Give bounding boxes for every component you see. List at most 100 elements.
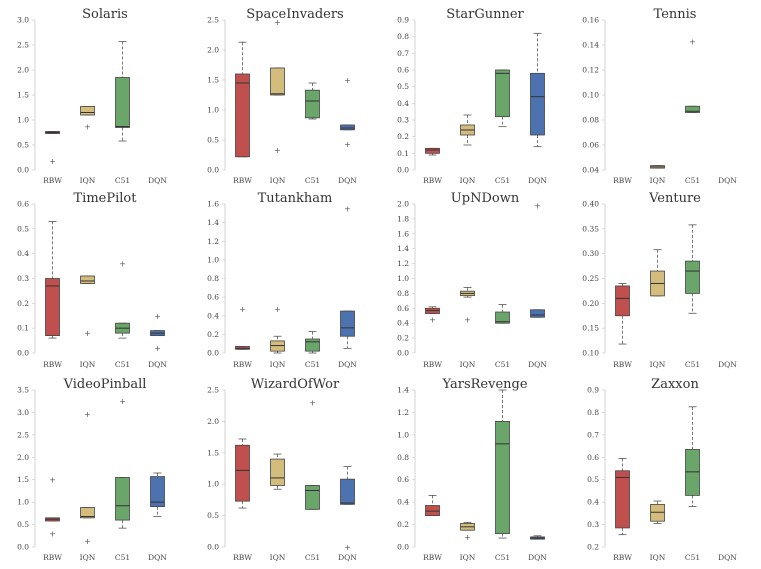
x-tick-label-rbw: RBW — [233, 360, 252, 369]
x-tick-label-c51: C51 — [495, 360, 510, 369]
panel-title-timepilot: TimePilot — [74, 191, 138, 206]
y-tick-label: 1.8 — [397, 214, 409, 223]
y-tick-label: 0.4 — [17, 249, 29, 258]
x-tick-label-iqn: IQN — [270, 360, 286, 369]
y-tick-label: 0.5 — [17, 520, 29, 529]
y-tick-label: 0.0 — [397, 543, 409, 552]
box-iqn — [80, 275, 95, 284]
outlier-marker-iqn: + — [84, 123, 91, 132]
x-tick-label-rbw: RBW — [43, 360, 62, 369]
x-tick-label-c51: C51 — [305, 360, 320, 369]
x-tick-label-rbw: RBW — [423, 553, 442, 562]
y-tick-label: 3.0 — [17, 16, 29, 25]
y-tick-label: 0.6 — [587, 453, 599, 462]
y-tick-label: 1.6 — [397, 229, 409, 238]
x-tick-label-dqn: DQN — [338, 176, 357, 185]
x-tick-label-iqn: IQN — [460, 553, 476, 562]
y-tick-label: 0.3 — [587, 520, 599, 529]
y-tick-label: 0.8 — [207, 274, 219, 283]
y-tick-label: 0.6 — [17, 200, 29, 209]
outlier-marker-rbw: + — [239, 305, 246, 314]
x-tick-label-iqn: IQN — [650, 360, 666, 369]
y-tick-label: 2.0 — [17, 66, 29, 75]
outlier-marker-dqn: + — [154, 344, 161, 353]
y-tick-label: 0.20 — [582, 299, 599, 308]
panel-title-spaceinvaders: SpaceInvaders — [246, 7, 343, 22]
y-tick-label: 1.5 — [17, 475, 29, 484]
y-tick-label: 2.5 — [207, 386, 219, 395]
x-tick-label-rbw: RBW — [233, 176, 252, 185]
y-tick-label: 0.5 — [397, 82, 409, 91]
outlier-marker-iqn: + — [274, 18, 281, 27]
y-tick-label: 1.2 — [207, 237, 219, 246]
panel-title-tutankham: Tutankham — [258, 191, 333, 206]
y-tick-label: 0.12 — [582, 66, 599, 75]
x-tick-label-dqn: DQN — [528, 360, 547, 369]
y-tick-label: 0.5 — [17, 224, 29, 233]
box-rbw — [425, 505, 440, 516]
box-iqn — [650, 503, 665, 522]
x-tick-label-c51: C51 — [115, 176, 130, 185]
x-tick-label-dqn: DQN — [338, 553, 357, 562]
y-tick-label: 2.5 — [17, 430, 29, 439]
box-dqn — [530, 72, 545, 136]
outlier-marker-iqn: + — [84, 410, 91, 419]
y-tick-label: 0.4 — [397, 99, 409, 108]
y-tick-label: 0.3 — [397, 116, 409, 125]
panel-title-tennis: Tennis — [654, 7, 697, 22]
y-tick-label: 0.25 — [582, 274, 599, 283]
y-tick-label: 0.4 — [207, 311, 219, 320]
y-tick-label: 2.5 — [207, 16, 219, 25]
x-tick-label-dqn: DQN — [528, 176, 547, 185]
y-tick-label: 1.0 — [17, 116, 29, 125]
panel-title-videopinball: VideoPinball — [63, 377, 147, 392]
y-tick-label: 1.4 — [207, 218, 219, 227]
box-c51 — [685, 260, 700, 294]
outlier-marker-rbw: + — [49, 476, 56, 485]
outlier-marker-dqn: + — [344, 76, 351, 85]
y-tick-label: 0.0 — [17, 543, 29, 552]
y-tick-label: 0.16 — [582, 16, 599, 25]
outlier-marker-c51: + — [119, 397, 126, 406]
box-iqn — [80, 507, 95, 519]
y-tick-label: 0.2 — [397, 334, 409, 343]
y-tick-label: 0.3 — [17, 274, 29, 283]
x-tick-label-dqn: DQN — [338, 360, 357, 369]
box-c51 — [495, 69, 510, 118]
y-tick-label: 3.5 — [17, 386, 29, 395]
y-tick-label: 0.8 — [397, 453, 409, 462]
outlier-marker-iqn: + — [274, 146, 281, 155]
outlier-marker-iqn: + — [84, 329, 91, 338]
x-tick-label-iqn: IQN — [650, 176, 666, 185]
x-tick-label-rbw: RBW — [613, 360, 632, 369]
y-tick-label: 1.0 — [397, 274, 409, 283]
y-tick-label: 0.4 — [397, 498, 409, 507]
y-tick-label: 0.7 — [587, 430, 599, 439]
outlier-marker-iqn: + — [464, 315, 471, 324]
x-tick-label-dqn: DQN — [148, 176, 167, 185]
box-c51 — [305, 338, 320, 352]
y-tick-label: 0.40 — [582, 200, 599, 209]
y-tick-label: 1.0 — [207, 480, 219, 489]
y-tick-label: 2.0 — [397, 200, 409, 209]
x-tick-label-rbw: RBW — [43, 176, 62, 185]
box-c51 — [305, 89, 320, 119]
y-tick-label: 0.0 — [207, 543, 219, 552]
outlier-marker-rbw: + — [49, 530, 56, 539]
y-tick-label: 0.5 — [207, 511, 219, 520]
y-tick-label: 2.0 — [207, 46, 219, 55]
y-tick-label: 0.8 — [397, 289, 409, 298]
box-iqn — [270, 67, 285, 96]
box-rbw — [235, 444, 250, 502]
y-tick-label: 0.8 — [397, 32, 409, 41]
box-iqn — [270, 458, 285, 486]
outlier-marker-iqn: + — [274, 305, 281, 314]
y-tick-label: 0.6 — [397, 475, 409, 484]
y-tick-label: 1.0 — [397, 430, 409, 439]
panel-title-venture: Venture — [648, 191, 701, 206]
box-c51 — [495, 420, 510, 534]
box-dqn — [340, 124, 355, 131]
x-tick-label-iqn: IQN — [270, 176, 286, 185]
y-tick-label: 2.0 — [207, 417, 219, 426]
